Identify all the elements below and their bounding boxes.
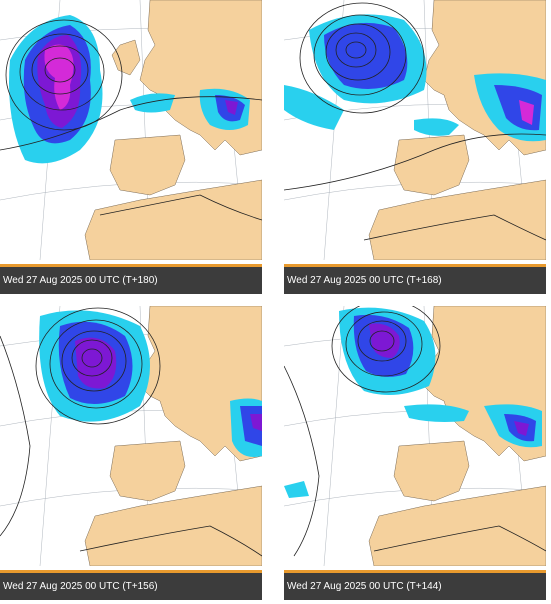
- forecast-map-t180: [0, 0, 262, 260]
- forecast-map-t144: [284, 306, 546, 566]
- forecast-map-t168: [284, 0, 546, 260]
- forecast-caption-t156: Wed 27 Aug 2025 00 UTC (T+156): [0, 570, 262, 600]
- forecast-map-t156: [0, 306, 262, 566]
- forecast-panel-t144: Wed 27 Aug 2025 00 UTC (T+144): [284, 306, 546, 600]
- forecast-caption-t168: Wed 27 Aug 2025 00 UTC (T+168): [284, 264, 546, 294]
- forecast-panel-t180: Wed 27 Aug 2025 00 UTC (T+180): [0, 0, 262, 294]
- forecast-panel-t156: Wed 27 Aug 2025 00 UTC (T+156): [0, 306, 262, 600]
- forecast-caption-t144: Wed 27 Aug 2025 00 UTC (T+144): [284, 570, 546, 600]
- forecast-caption-t180: Wed 27 Aug 2025 00 UTC (T+180): [0, 264, 262, 294]
- forecast-panel-t168: Wed 27 Aug 2025 00 UTC (T+168): [284, 0, 546, 294]
